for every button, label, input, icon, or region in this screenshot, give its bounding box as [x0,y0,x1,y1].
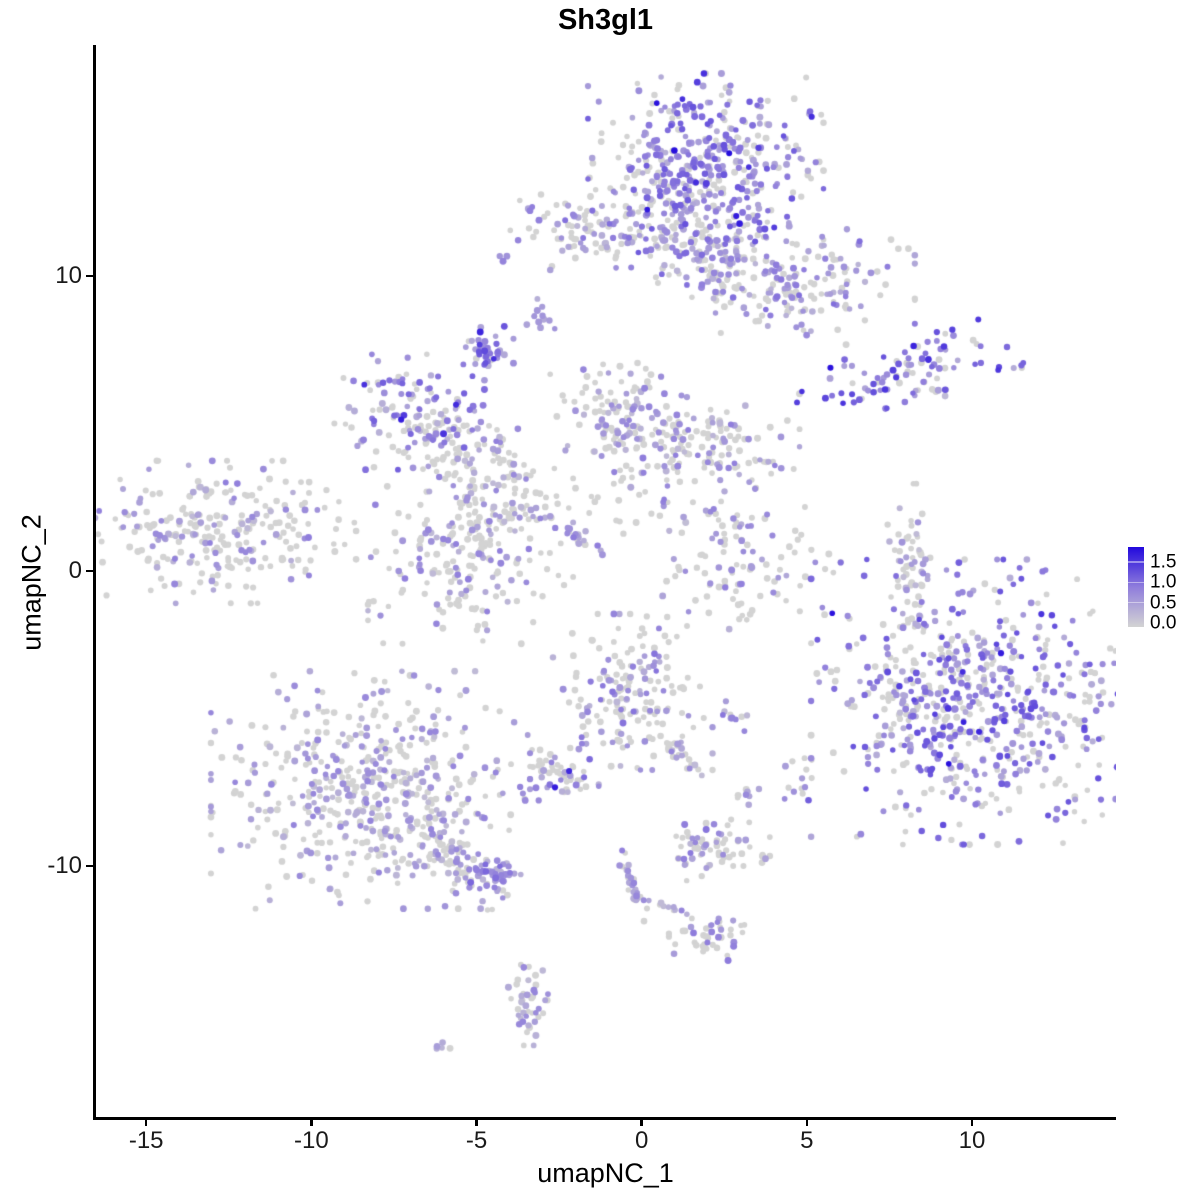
colorbar-label: 0.0 [1150,612,1177,634]
colorbar-tick [1128,561,1144,563]
x-tick-label: -10 [294,1127,329,1154]
x-tick-mark [805,1118,809,1126]
x-tick-mark [475,1118,478,1126]
y-axis-line [93,45,96,1120]
x-tick-mark [640,1118,643,1126]
colorbar-label: 0.5 [1150,592,1177,614]
y-tick-label: -10 [47,852,82,880]
x-tick-label: 10 [958,1127,986,1154]
y-tick-mark [86,274,94,278]
x-tick-label: -15 [128,1127,164,1154]
colorbar-label: 1.0 [1150,571,1177,593]
x-axis-title: umapNC_1 [537,1158,674,1188]
y-axis-title: umapNC_2 [16,514,47,651]
plot-title: Sh3gl1 [557,4,654,36]
y-tick-mark [86,864,94,868]
scatter-points-canvas [95,45,1116,1118]
colorbar-tick [1128,581,1144,584]
x-tick-mark [310,1118,313,1126]
y-tick-mark [86,569,94,573]
y-tick-label: 10 [55,262,82,289]
x-tick-mark [970,1118,974,1126]
colorbar-label: 1.5 [1150,551,1177,573]
x-axis-line [93,1117,1116,1120]
x-tick-label: -5 [465,1127,488,1154]
x-tick-mark [144,1118,148,1126]
x-tick-label: 0 [634,1127,649,1154]
colorbar-tick [1128,601,1144,604]
colorbar-legend: 1.5 1.0 0.5 0.0 [1126,545,1200,635]
x-tick-label: 5 [800,1127,814,1154]
colorbar-gradient [1128,547,1144,627]
y-tick-label: 0 [68,557,82,585]
